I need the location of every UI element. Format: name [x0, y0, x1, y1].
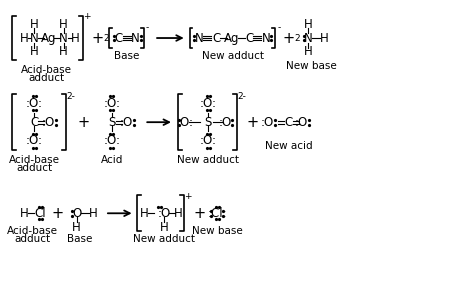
- Text: 2-: 2-: [66, 92, 75, 101]
- Text: N: N: [304, 32, 313, 45]
- Text: :O:: :O:: [295, 116, 312, 129]
- Text: Ag: Ag: [224, 32, 239, 45]
- Text: H: H: [140, 207, 149, 220]
- Text: C: C: [30, 116, 38, 129]
- Text: Ag: Ag: [41, 32, 57, 45]
- Text: N: N: [262, 32, 271, 45]
- Text: N: N: [131, 32, 140, 45]
- Text: H: H: [59, 45, 68, 58]
- Text: +: +: [82, 12, 90, 21]
- Text: H: H: [59, 18, 68, 31]
- Text: +: +: [283, 30, 295, 45]
- Text: New acid: New acid: [265, 141, 313, 151]
- Text: H: H: [71, 32, 80, 45]
- Text: N: N: [30, 32, 39, 45]
- Text: N: N: [59, 32, 68, 45]
- Text: Acid-base: Acid-base: [9, 155, 60, 165]
- Text: :O:: :O:: [219, 116, 236, 129]
- Text: adduct: adduct: [14, 234, 50, 244]
- Text: H: H: [320, 32, 328, 45]
- Text: +: +: [193, 206, 205, 221]
- Text: H: H: [72, 221, 81, 234]
- Text: C: C: [246, 32, 254, 45]
- Text: 2: 2: [295, 34, 301, 43]
- Text: S: S: [205, 116, 212, 129]
- Text: 2: 2: [103, 34, 109, 43]
- Text: Acid-base: Acid-base: [20, 65, 72, 75]
- Text: New adduct: New adduct: [133, 234, 195, 244]
- Text: -: -: [146, 24, 149, 33]
- Text: H: H: [174, 207, 183, 220]
- Text: H: H: [30, 45, 39, 58]
- Text: adduct: adduct: [28, 73, 64, 83]
- Text: H: H: [304, 18, 313, 31]
- Text: N: N: [195, 32, 204, 45]
- Text: C: C: [115, 32, 123, 45]
- Text: :O: :O: [157, 207, 171, 220]
- Text: New adduct: New adduct: [202, 51, 264, 61]
- Text: H: H: [160, 221, 168, 234]
- Text: New base: New base: [286, 61, 337, 71]
- Text: New adduct: New adduct: [177, 155, 239, 165]
- Text: Acid-base: Acid-base: [7, 226, 58, 236]
- Text: :O:: :O:: [26, 135, 43, 147]
- Text: +: +: [246, 115, 258, 130]
- Text: Cl: Cl: [34, 207, 46, 220]
- Text: +: +: [91, 30, 103, 45]
- Text: H: H: [89, 207, 98, 220]
- Text: 2-: 2-: [237, 92, 246, 101]
- Text: :O: :O: [70, 207, 83, 220]
- Text: :O:: :O:: [26, 97, 43, 110]
- Text: :O:: :O:: [42, 116, 58, 129]
- Text: +: +: [77, 115, 90, 130]
- Text: adduct: adduct: [16, 163, 52, 173]
- Text: +: +: [184, 192, 191, 201]
- Text: C: C: [212, 32, 220, 45]
- Text: :O:: :O:: [200, 135, 217, 147]
- Text: -: -: [277, 24, 281, 33]
- Text: Base: Base: [67, 234, 92, 244]
- Text: H: H: [30, 18, 39, 31]
- Text: H: H: [20, 32, 29, 45]
- Text: H: H: [20, 207, 29, 220]
- Text: H: H: [304, 45, 313, 58]
- Text: :O:: :O:: [176, 116, 193, 129]
- Text: C: C: [285, 116, 293, 129]
- Text: :O:: :O:: [119, 116, 136, 129]
- Text: :O:: :O:: [261, 116, 278, 129]
- Text: :Cl:: :Cl:: [207, 207, 227, 220]
- Text: +: +: [52, 206, 64, 221]
- Text: :O:: :O:: [200, 97, 217, 110]
- Text: S: S: [108, 116, 116, 129]
- Text: Base: Base: [114, 51, 139, 61]
- Text: New base: New base: [191, 226, 242, 236]
- Text: :O:: :O:: [103, 97, 120, 110]
- Text: Acid: Acid: [100, 155, 123, 165]
- Text: :O:: :O:: [103, 135, 120, 147]
